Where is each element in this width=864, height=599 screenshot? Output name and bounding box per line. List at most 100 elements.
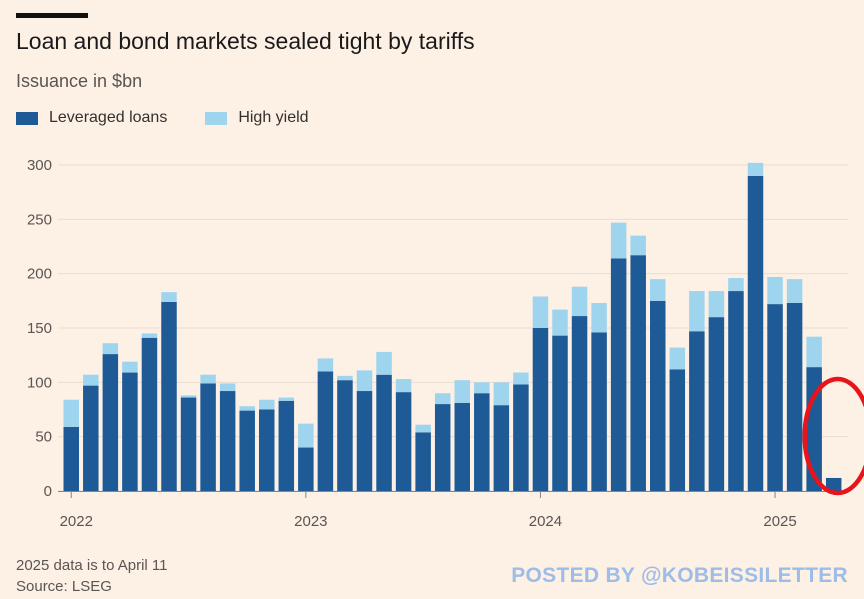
bar-high-yield: [83, 374, 99, 386]
bar-high-yield: [610, 222, 627, 259]
bar-leveraged-loans: [356, 391, 373, 491]
bar-leveraged-loans: [219, 391, 236, 491]
bar-high-yield: [356, 370, 373, 392]
legend: Leveraged loans High yield: [16, 109, 309, 127]
footnote: 2025 data is to April 11: [16, 557, 168, 574]
legend-label-high-yield: High yield: [238, 109, 309, 126]
bar-leveraged-loans: [825, 477, 842, 491]
bar-leveraged-loans: [689, 331, 705, 491]
bar-leveraged-loans: [141, 337, 158, 491]
bar-high-yield: [532, 296, 549, 328]
bar-leveraged-loans: [161, 301, 177, 491]
bar-leveraged-loans: [454, 402, 470, 491]
bar-high-yield: [708, 291, 725, 318]
bar-leveraged-loans: [669, 369, 686, 491]
bar-high-yield: [239, 406, 255, 411]
chart-title: Loan and bond markets sealed tight by ta…: [16, 28, 475, 54]
highlight-circle: [802, 376, 864, 496]
bar-leveraged-loans: [200, 383, 216, 491]
chart-subtitle: Issuance in $bn: [16, 71, 143, 91]
y-tick-label: 300: [27, 157, 52, 174]
bar-high-yield: [278, 397, 295, 401]
bar-leveraged-loans: [747, 175, 764, 491]
bar-high-yield: [415, 424, 431, 433]
x-tick-label: 2022: [60, 513, 93, 530]
bar-high-yield: [434, 393, 451, 405]
bar-high-yield: [395, 379, 412, 393]
bar-leveraged-loans: [728, 291, 744, 491]
bar-leveraged-loans: [493, 405, 510, 491]
bar-leveraged-loans: [239, 410, 255, 491]
bar-high-yield: [337, 375, 353, 381]
bar-leveraged-loans: [298, 447, 314, 491]
y-tick-label: 50: [35, 429, 52, 446]
bar-high-yield: [259, 399, 275, 410]
legend-label-leveraged-loans: Leveraged loans: [49, 109, 168, 126]
y-tick-label: 200: [27, 266, 52, 283]
bar-high-yield: [63, 399, 79, 427]
legend-item-leveraged-loans: Leveraged loans: [16, 109, 167, 127]
bar-high-yield: [219, 383, 236, 392]
bar-high-yield: [454, 380, 470, 403]
bar-leveraged-loans: [610, 258, 627, 491]
bar-high-yield: [767, 276, 783, 305]
bar-high-yield: [376, 351, 392, 375]
bar-high-yield: [571, 286, 588, 317]
bar-high-yield: [591, 303, 607, 333]
bar-leveraged-loans: [532, 328, 549, 491]
bar-high-yield: [806, 336, 822, 368]
bar-leveraged-loans: [337, 380, 353, 491]
bar-leveraged-loans: [415, 432, 431, 491]
bar-high-yield: [122, 361, 138, 373]
bar-high-yield: [141, 333, 158, 338]
bar-high-yield: [513, 372, 529, 385]
bar-leveraged-loans: [102, 354, 119, 491]
bar-high-yield: [200, 374, 216, 384]
legend-swatch-high-yield: [205, 111, 228, 125]
bar-leveraged-loans: [571, 316, 588, 491]
x-tick-label: 2023: [294, 513, 327, 530]
y-tick-label: 0: [44, 483, 52, 500]
bar-leveraged-loans: [786, 303, 803, 491]
bar-leveraged-loans: [63, 426, 79, 491]
bar-leveraged-loans: [552, 335, 568, 491]
bar-high-yield: [786, 279, 803, 304]
bar-leveraged-loans: [806, 367, 822, 491]
bar-leveraged-loans: [767, 304, 783, 491]
bar-high-yield: [474, 382, 490, 394]
x-tick-label: 2024: [529, 513, 562, 530]
bar-high-yield: [630, 235, 646, 256]
bar-leveraged-loans: [474, 393, 490, 491]
y-tick-label: 150: [27, 320, 52, 337]
y-tick-label: 100: [27, 374, 52, 391]
watermark: POSTED BY @KOBEISSILETTER: [511, 564, 848, 587]
bar-leveraged-loans: [180, 397, 197, 491]
bar-leveraged-loans: [708, 317, 725, 491]
bar-high-yield: [493, 382, 510, 406]
bar-leveraged-loans: [395, 392, 412, 491]
bar-high-yield: [180, 395, 197, 398]
legend-item-high-yield: High yield: [205, 109, 309, 127]
bar-leveraged-loans: [122, 372, 138, 491]
bar-leveraged-loans: [259, 409, 275, 491]
bar-high-yield: [689, 291, 705, 332]
bar-high-yield: [317, 358, 334, 372]
bar-leveraged-loans: [434, 404, 451, 491]
top-rule: [16, 13, 88, 18]
legend-swatch-leveraged-loans: [16, 111, 38, 125]
bar-high-yield: [102, 343, 119, 355]
bar-high-yield: [552, 309, 568, 336]
y-tick-label: 250: [27, 211, 52, 228]
bar-leveraged-loans: [513, 384, 529, 491]
bar-leveraged-loans: [278, 400, 295, 491]
bar-leveraged-loans: [650, 300, 666, 491]
bar-leveraged-loans: [376, 374, 392, 491]
bar-leveraged-loans: [317, 371, 334, 491]
bar-high-yield: [298, 423, 314, 448]
source-note: Source: LSEG: [16, 578, 112, 595]
bar-leveraged-loans: [591, 332, 607, 491]
stacked-bar-chart: 0 50 100 150 200 250 300 2022 2023 2024 2025: [27, 157, 864, 530]
bar-high-yield: [728, 278, 744, 292]
bar-leveraged-loans: [630, 255, 646, 491]
bar-high-yield: [650, 279, 666, 301]
